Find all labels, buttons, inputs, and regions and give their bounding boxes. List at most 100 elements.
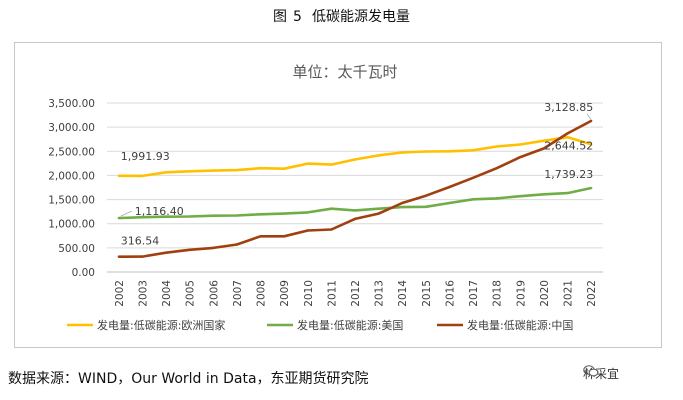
data-point — [448, 185, 451, 189]
series-line — [118, 186, 592, 220]
data-point — [306, 229, 309, 232]
data-label: 316.54 — [121, 235, 160, 248]
y-tick-label: 1,500.00 — [48, 195, 95, 207]
x-tick-label: 2016 — [444, 280, 456, 307]
data-point — [141, 255, 144, 258]
data-point — [495, 145, 498, 148]
y-tick-label: 1,000.00 — [48, 219, 95, 231]
data-point — [424, 194, 428, 197]
data-point — [282, 235, 286, 238]
x-tick-label: 2010 — [303, 280, 315, 307]
data-point — [495, 166, 498, 170]
data-point — [353, 217, 357, 221]
data-point — [471, 198, 475, 201]
data-label: 1,991.93 — [121, 150, 170, 163]
data-point — [448, 150, 451, 153]
data-point — [235, 214, 239, 217]
figure-label: 图 — [273, 9, 288, 25]
data-label-leader — [120, 210, 132, 217]
data-point — [353, 158, 357, 161]
watermark: 林采宜 — [583, 365, 619, 382]
data-point — [164, 215, 168, 218]
data-point — [282, 167, 286, 170]
data-point — [589, 186, 593, 190]
y-tick-label: 500.00 — [58, 243, 95, 255]
x-tick-label: 2013 — [374, 280, 386, 307]
chart-title: 单位：太千瓦时 — [292, 63, 397, 81]
x-tick-label: 2008 — [256, 280, 268, 307]
data-point — [141, 174, 144, 178]
x-tick-label: 2006 — [208, 280, 220, 307]
y-tick-label: 3,500.00 — [48, 98, 95, 110]
data-point — [519, 194, 522, 198]
data-point — [282, 212, 286, 215]
chart-frame: 单位：太千瓦时 0.00 500.00 1,000.00 1,500.00 2,000.0… — [14, 42, 662, 348]
figure-title: 图 5 低碳能源发电量 — [0, 6, 683, 26]
data-label-leader — [586, 113, 592, 121]
data-point — [330, 207, 333, 210]
data-label: 2,644.52 — [544, 139, 593, 152]
data-label: 1,116.40 — [135, 205, 184, 218]
data-point — [566, 191, 569, 195]
x-tick-label: 2018 — [492, 280, 504, 307]
figure-number: 5 — [293, 9, 302, 25]
data-point — [377, 212, 380, 215]
data-point — [330, 163, 333, 166]
y-tick-label: 2,000.00 — [48, 170, 95, 182]
data-point — [471, 176, 475, 180]
data-point — [401, 205, 404, 209]
data-point — [401, 201, 404, 205]
data-point — [188, 170, 191, 173]
data-point — [542, 193, 546, 196]
data-point — [306, 162, 309, 165]
x-tick-label: 2020 — [539, 280, 551, 307]
data-point — [235, 243, 239, 246]
data-point — [141, 215, 144, 219]
data-point — [401, 151, 404, 154]
data-point — [377, 154, 380, 157]
data-point — [259, 213, 262, 216]
data-point — [424, 205, 428, 209]
data-point — [424, 150, 428, 153]
x-tick-label: 2007 — [232, 280, 244, 307]
data-point — [117, 216, 121, 220]
x-tick-label: 2017 — [468, 280, 480, 307]
data-point — [589, 119, 593, 123]
x-tick-label: 2009 — [279, 280, 291, 307]
data-point — [306, 211, 309, 214]
data-point — [212, 169, 215, 172]
data-point — [330, 228, 333, 231]
x-tick-label: 2019 — [515, 280, 527, 307]
x-tick-label: 2015 — [421, 280, 433, 307]
x-tick-label: 2002 — [114, 280, 126, 307]
data-point — [353, 209, 357, 212]
data-point — [566, 132, 569, 135]
data-point — [471, 149, 475, 152]
legend-label: 发电量:低碳能源:美国 — [297, 318, 403, 332]
data-point — [212, 214, 215, 217]
x-tick-label: 2011 — [326, 280, 338, 307]
data-point — [164, 171, 168, 174]
figure-title-text: 低碳能源发电量 — [311, 9, 410, 25]
line-chart: 单位：太千瓦时 0.00 500.00 1,000.00 1,500.00 2,000.0… — [48, 63, 603, 332]
wechat-icon — [583, 365, 599, 377]
y-tick-label: 3,000.00 — [48, 122, 95, 134]
data-point — [589, 143, 593, 146]
x-tick-label: 2021 — [563, 280, 575, 307]
data-point — [259, 235, 262, 238]
data-point — [519, 155, 522, 159]
data-point — [377, 207, 380, 210]
data-point — [212, 246, 215, 250]
data-point — [188, 248, 191, 251]
data-point — [259, 166, 262, 170]
y-tick-label: 0.00 — [72, 267, 95, 279]
legend-label: 发电量:低碳能源:中国 — [467, 318, 573, 332]
data-label: 1,739.23 — [544, 168, 593, 181]
x-tick-label: 2004 — [161, 280, 173, 307]
data-point — [117, 174, 121, 178]
data-point — [542, 147, 546, 150]
data-point — [188, 215, 191, 218]
data-point — [164, 251, 168, 254]
legend-label: 发电量:低碳能源:欧洲国家 — [97, 318, 225, 332]
data-label: 3,128.85 — [544, 101, 593, 114]
